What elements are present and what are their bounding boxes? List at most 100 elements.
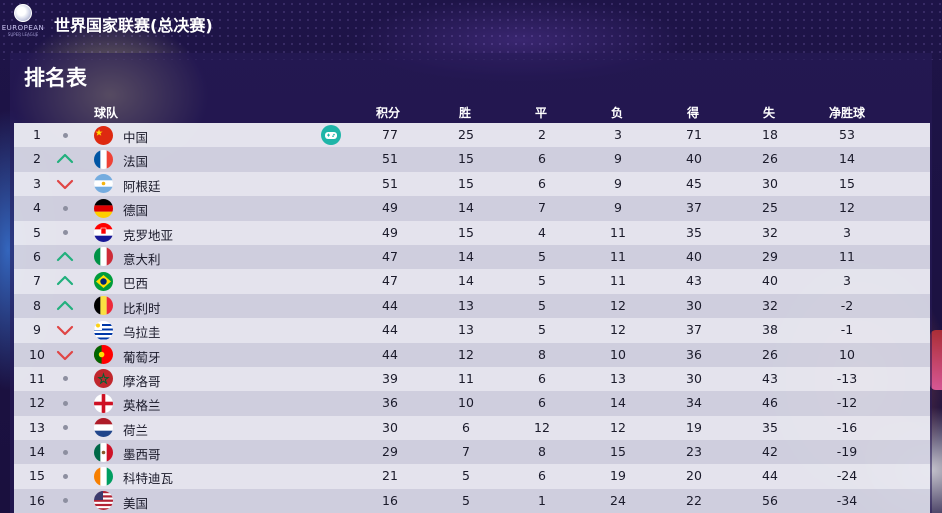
points-cell: 51	[382, 151, 398, 167]
wins-cell: 14	[458, 200, 474, 216]
table-row[interactable]: 9 乌拉圭 44 13 5 12 37 38 -1	[14, 318, 930, 343]
goal-diff-cell: 11	[839, 248, 855, 264]
table-row[interactable]: 11 摩洛哥 39 11 6 13 30 43 -13	[14, 366, 930, 392]
team-name: 荷兰	[123, 422, 149, 438]
draws-cell: 5	[538, 297, 546, 313]
team-name: 克罗地亚	[123, 227, 174, 243]
trend-up-icon	[54, 151, 76, 167]
goal-diff-cell: 14	[839, 151, 855, 167]
wins-cell: 11	[458, 370, 474, 386]
goals-against-cell: 43	[762, 370, 778, 386]
belgium-flag-icon	[94, 296, 113, 316]
standings-table: 1 中国 77 25 2 3 71 18 53 2 法国 51 15 6 9 40 26 14 3 阿根廷 51 15 6 9…	[14, 123, 930, 513]
losses-cell: 15	[610, 444, 626, 460]
trend-down-icon	[54, 347, 76, 363]
draws-cell: 12	[534, 419, 550, 435]
team-name: 阿根廷	[123, 178, 161, 194]
goals-against-cell: 26	[762, 151, 778, 167]
table-row[interactable]: 7 巴西 47 14 5 11 43 40 3	[14, 269, 930, 294]
points-cell: 47	[382, 273, 398, 289]
trend-same-icon	[54, 371, 76, 387]
points-cell: 47	[382, 248, 398, 264]
team-name: 美国	[123, 495, 149, 511]
france-flag-icon	[94, 149, 113, 169]
goals-against-cell: 38	[762, 322, 778, 338]
usa-flag-icon	[94, 491, 113, 511]
draws-cell: 7	[538, 200, 546, 216]
table-row[interactable]: 6 意大利 47 14 5 11 40 29 11	[14, 244, 930, 270]
goal-diff-cell: -13	[836, 370, 858, 386]
goals-for-cell: 36	[686, 346, 702, 362]
table-row[interactable]: 4 德国 49 14 7 9 37 25 12	[14, 196, 930, 221]
table-row[interactable]: 8 比利时 44 13 5 12 30 32 -2	[14, 293, 930, 319]
table-row[interactable]: 14 墨西哥 29 7 8 15 23 42 -19	[14, 440, 930, 465]
draws-cell: 6	[538, 395, 546, 411]
draws-cell: 6	[538, 468, 546, 484]
goal-diff-cell: 3	[843, 273, 851, 289]
goal-diff-cell: 10	[839, 346, 855, 362]
gamepad-icon	[321, 125, 341, 145]
goal-diff-cell: -16	[836, 419, 858, 435]
uruguay-flag-icon	[94, 320, 113, 340]
draws-cell: 5	[538, 248, 546, 264]
rank-cell: 1	[33, 127, 41, 142]
background-pattern	[0, 0, 942, 60]
goal-diff-cell: 3	[843, 224, 851, 240]
team-name: 墨西哥	[123, 447, 161, 463]
goals-for-cell: 19	[686, 419, 702, 435]
losses-cell: 3	[614, 127, 622, 142]
table-row[interactable]: 1 中国 77 25 2 3 71 18 53	[14, 123, 930, 148]
rank-cell: 14	[29, 444, 45, 460]
points-cell: 39	[382, 370, 398, 386]
points-cell: 21	[382, 468, 398, 484]
table-row[interactable]: 15 科特迪瓦 21 5 6 19 20 44 -24	[14, 464, 930, 489]
losses-cell: 11	[610, 248, 626, 264]
goals-against-cell: 29	[762, 248, 778, 264]
rank-cell: 12	[29, 395, 45, 411]
goals-against-cell: 40	[762, 273, 778, 289]
goal-diff-cell: -34	[836, 492, 858, 508]
losses-cell: 12	[610, 297, 626, 313]
points-cell: 44	[382, 297, 398, 313]
goals-for-cell: 40	[686, 151, 702, 167]
losses-cell: 11	[610, 273, 626, 289]
goals-for-cell: 30	[686, 370, 702, 386]
trend-same-icon	[54, 395, 76, 411]
table-row[interactable]: 2 法国 51 15 6 9 40 26 14	[14, 147, 930, 172]
header-goals-against: 失	[763, 106, 776, 120]
rank-cell: 3	[33, 175, 41, 191]
league-logo: EUROPEAN SUPER LEAGUE	[2, 4, 44, 44]
header-wins: 胜	[459, 106, 472, 120]
goals-against-cell: 35	[762, 419, 778, 435]
goals-against-cell: 30	[762, 175, 778, 191]
losses-cell: 10	[610, 346, 626, 362]
points-cell: 16	[382, 492, 398, 508]
rank-cell: 15	[29, 468, 45, 484]
team-name: 乌拉圭	[123, 325, 161, 341]
goals-for-cell: 40	[686, 248, 702, 264]
wins-cell: 13	[458, 322, 474, 338]
table-row[interactable]: 5 克罗地亚 49 15 4 11 35 32 3	[14, 220, 930, 245]
goal-diff-cell: -19	[836, 444, 858, 460]
losses-cell: 13	[610, 370, 626, 386]
wins-cell: 7	[462, 444, 470, 460]
goals-for-cell: 43	[686, 273, 702, 289]
croatia-flag-icon	[94, 223, 113, 243]
goals-for-cell: 71	[686, 127, 702, 142]
goal-diff-cell: 12	[839, 200, 855, 216]
table-row[interactable]: 16 美国 16 5 1 24 22 56 -34	[14, 488, 930, 513]
goals-for-cell: 35	[686, 224, 702, 240]
table-row[interactable]: 12 英格兰 36 10 6 14 34 46 -12	[14, 391, 930, 416]
wins-cell: 13	[458, 297, 474, 313]
goal-diff-cell: -1	[840, 322, 854, 338]
losses-cell: 12	[610, 419, 626, 435]
table-row[interactable]: 13 荷兰 30 6 12 12 19 35 -16	[14, 415, 930, 441]
goals-against-cell: 32	[762, 224, 778, 240]
header-draws: 平	[535, 106, 548, 120]
table-row[interactable]: 3 阿根廷 51 15 6 9 45 30 15	[14, 171, 930, 197]
draws-cell: 5	[538, 273, 546, 289]
china-flag-icon	[94, 125, 113, 145]
draws-cell: 6	[538, 175, 546, 191]
header-points: 积分	[376, 106, 401, 120]
table-row[interactable]: 10 葡萄牙 44 12 8 10 36 26 10	[14, 342, 930, 367]
